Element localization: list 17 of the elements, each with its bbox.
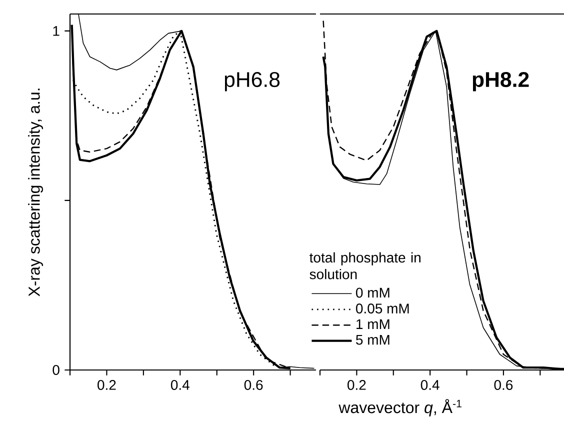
legend-title: total phosphate in solution [310, 252, 420, 280]
x-tick-label: 0.4 [420, 380, 440, 390]
x-tick-label: 0.6 [494, 380, 513, 390]
legend-label: 0 mM [356, 288, 390, 298]
x-tick-label: 0.6 [244, 380, 263, 390]
y-axis-title: X-ray scattering intensity, a.u. [28, 88, 44, 296]
legend-label: 1 mM [356, 319, 390, 329]
y-tick-label: 1 [53, 26, 60, 36]
annotation: pH6.8 [224, 72, 280, 92]
x-tick-label: 0.2 [98, 380, 116, 390]
x-tick-label: 0.4 [170, 380, 190, 390]
legend-label: 5 mM [356, 334, 390, 345]
x-axis-title: wavevector q, Å$^{-1}$ [338, 399, 462, 416]
x-tick-label: 0.2 [348, 380, 366, 390]
legend-label: 0.05 mM [356, 304, 409, 314]
y-tick-label: 0 [52, 365, 60, 375]
annotation: pH8.2 [472, 72, 529, 92]
